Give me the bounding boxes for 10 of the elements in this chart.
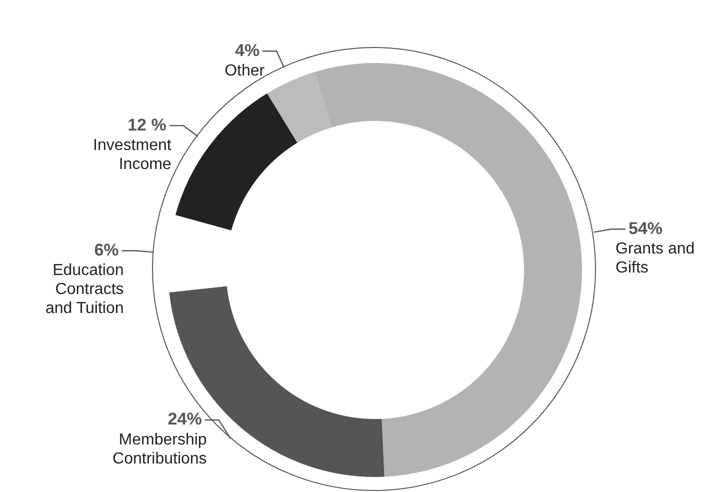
data-label: 4% (235, 40, 260, 60)
slice-label: Education Contracts and Tuition (45, 262, 124, 318)
data-label: 6% (94, 240, 119, 260)
slice-label: Grants and Gifts (616, 240, 695, 277)
slice-label: Other (224, 62, 266, 80)
data-label: 12 % (128, 115, 166, 134)
data-label: 54% (628, 218, 663, 238)
slice-label: Membership Contributions (112, 431, 207, 468)
data-label: 24% (168, 410, 202, 429)
slice-label: Investment Income (93, 136, 172, 173)
